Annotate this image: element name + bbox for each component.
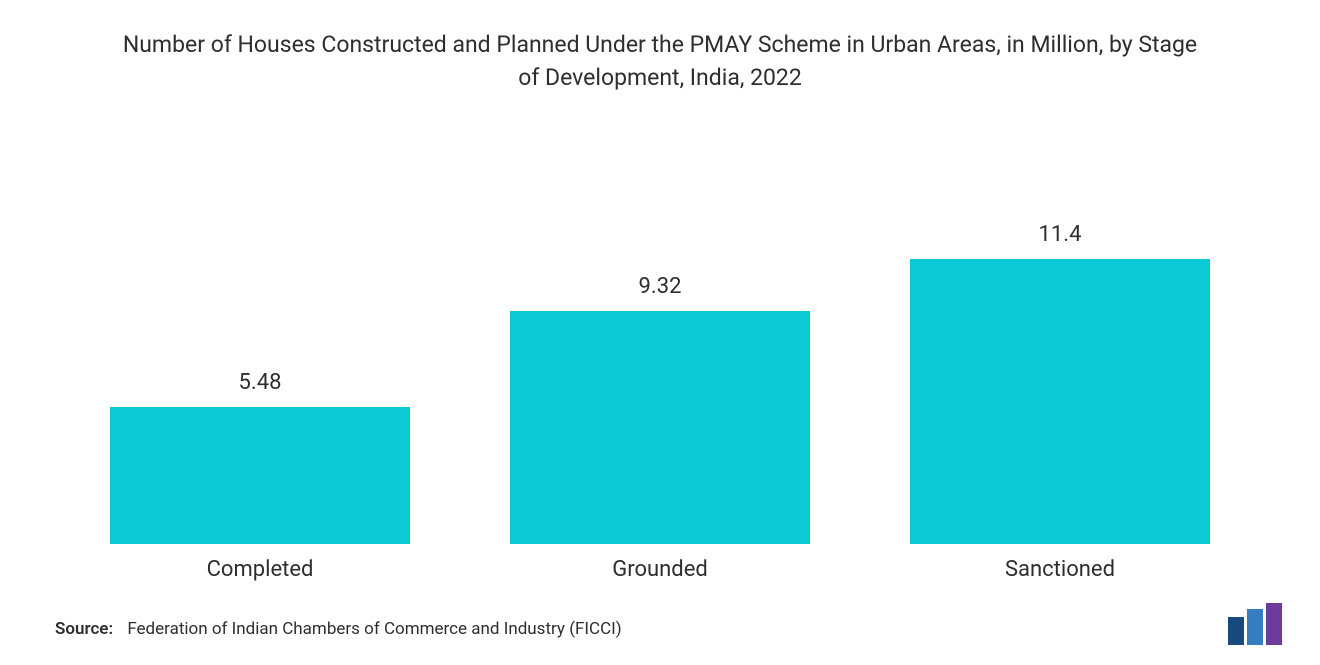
category-axis: Completed Grounded Sanctioned: [60, 557, 1260, 597]
bar-value-label: 9.32: [639, 274, 682, 299]
bar-group: 11.4: [910, 222, 1210, 544]
plot-area: 5.48 9.32 11.4: [60, 145, 1260, 545]
source-text: Federation of Indian Chambers of Commerc…: [127, 619, 621, 639]
category-label: Sanctioned: [910, 557, 1210, 582]
bar-value-label: 11.4: [1039, 222, 1082, 247]
source-label: Source:: [55, 619, 113, 639]
category-label: Grounded: [510, 557, 810, 582]
logo-bar-3: [1266, 603, 1282, 645]
bar: [110, 407, 410, 544]
chart-title: Number of Houses Constructed and Planned…: [110, 28, 1210, 95]
bar-group: 9.32: [510, 274, 810, 544]
logo-bar-2: [1247, 609, 1263, 645]
source-line: Source: Federation of Indian Chambers of…: [55, 619, 622, 639]
bar-group: 5.48: [110, 370, 410, 544]
logo-bar-1: [1228, 617, 1244, 645]
chart-container: Number of Houses Constructed and Planned…: [0, 0, 1320, 665]
bar: [510, 311, 810, 544]
brand-logo-icon: [1228, 603, 1286, 645]
bar-value-label: 5.48: [239, 370, 282, 395]
bar: [910, 259, 1210, 544]
category-label: Completed: [110, 557, 410, 582]
